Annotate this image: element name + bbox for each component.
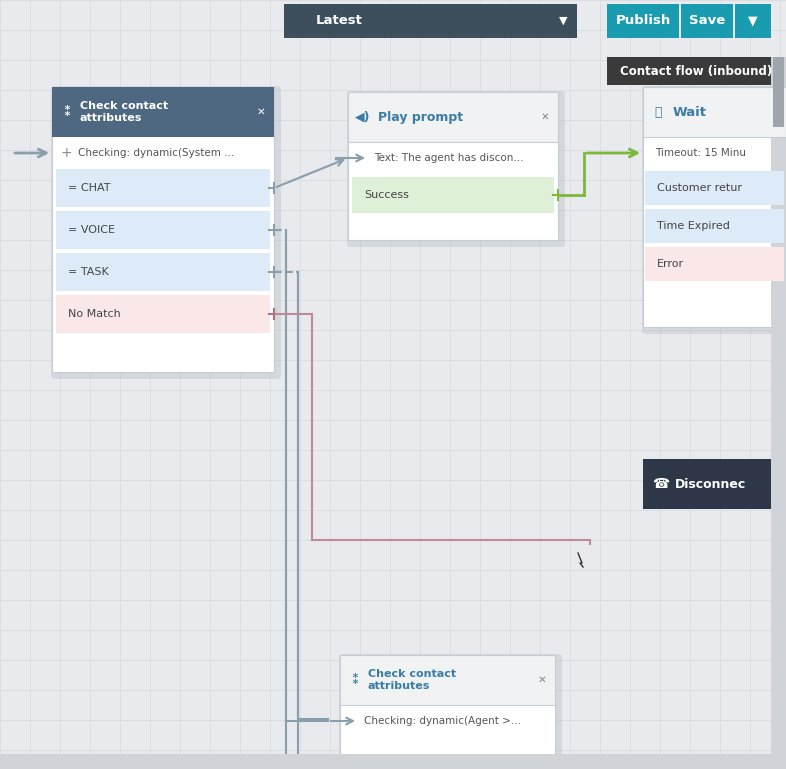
FancyBboxPatch shape [51,86,281,379]
Text: Error: Error [657,259,684,269]
Text: ◀): ◀) [355,111,371,124]
FancyBboxPatch shape [642,86,786,334]
Text: Publish: Publish [615,15,670,28]
FancyBboxPatch shape [347,91,565,247]
Text: Success: Success [364,190,409,200]
Bar [348,92,558,240]
Bar [643,459,786,509]
Bar [52,87,274,137]
Bar [607,4,679,38]
Bar [643,87,786,137]
Text: ✕: ✕ [538,675,546,685]
Text: Latest: Latest [316,15,363,28]
Text: Customer retur: Customer retur [657,183,742,193]
Bar [340,655,555,769]
Bar [56,211,270,249]
Text: = TASK: = TASK [68,267,108,277]
Bar [284,4,577,38]
Bar [773,57,784,127]
Text: Wait: Wait [673,105,707,118]
Bar [352,177,554,213]
Text: Contact flow (inbound): Contact flow (inbound) [620,65,772,78]
Text: ▼: ▼ [748,15,758,28]
Text: Disconnec: Disconnec [675,478,746,491]
Text: = CHAT: = CHAT [68,183,111,193]
Text: +: + [61,146,72,160]
Text: Timeout: 15 Minu: Timeout: 15 Minu [655,148,746,158]
Bar [681,4,733,38]
Bar [771,57,786,769]
Bar [348,92,558,142]
Text: Play prompt: Play prompt [378,111,463,124]
Bar [643,87,786,327]
Text: Checking: dynamic(System ...: Checking: dynamic(System ... [78,148,234,158]
Text: No Match: No Match [68,309,121,319]
Bar [607,57,786,85]
Bar [645,209,784,243]
Bar [0,754,771,769]
Text: ⏳: ⏳ [654,105,662,118]
Text: ⁑: ⁑ [351,673,358,687]
Bar [645,171,784,205]
Text: = VOICE: = VOICE [68,225,115,235]
Text: ✕: ✕ [541,112,549,122]
Text: ☎: ☎ [652,477,670,491]
Text: ✕: ✕ [256,107,266,117]
Text: Time Expired: Time Expired [657,221,730,231]
Bar [735,4,771,38]
Bar [56,253,270,291]
Text: Text: The agent has discon...: Text: The agent has discon... [374,153,523,163]
Text: Check contact
attributes: Check contact attributes [80,101,168,123]
FancyBboxPatch shape [339,654,562,769]
Text: Save: Save [689,15,725,28]
Text: Checking: dynamic(Agent >...: Checking: dynamic(Agent >... [364,716,521,726]
Text: ⁑: ⁑ [64,105,71,119]
Bar [52,87,274,372]
Bar [340,655,555,705]
Text: Check contact
attributes: Check contact attributes [368,669,456,691]
Bar [56,295,270,333]
Text: ▼: ▼ [559,16,567,26]
Bar [645,247,784,281]
Bar [56,169,270,207]
